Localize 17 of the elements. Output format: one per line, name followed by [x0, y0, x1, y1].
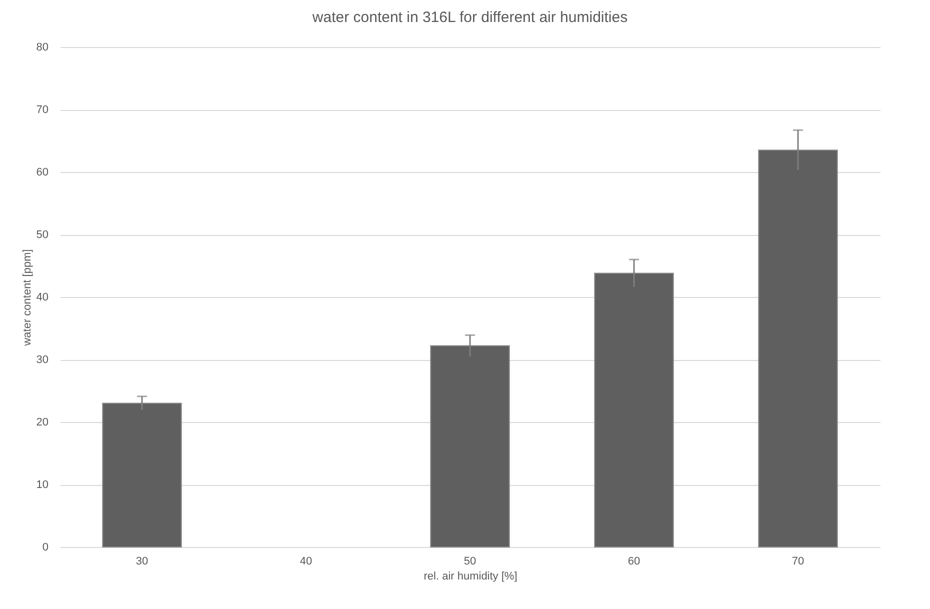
y-tick-label: 30	[36, 354, 48, 366]
x-tick-label: 70	[792, 556, 804, 568]
y-tick-label: 0	[42, 542, 48, 554]
x-tick-label: 40	[300, 556, 312, 568]
y-tick-label: 40	[36, 292, 48, 304]
chart-title: water content in 316L for different air humidities	[311, 9, 628, 26]
x-tick-label: 50	[464, 556, 476, 568]
x-axis-title: rel. air humidity [%]	[424, 570, 518, 582]
y-tick-label: 60	[36, 166, 48, 178]
y-tick-label: 50	[36, 229, 48, 241]
y-tick-label: 80	[36, 42, 48, 54]
x-tick-label: 60	[628, 556, 640, 568]
y-axis-title: water content [ppm]	[21, 249, 34, 347]
y-tick-label: 20	[36, 416, 48, 428]
y-tick-label: 70	[36, 104, 48, 116]
y-tick-label: 10	[36, 479, 48, 491]
x-tick-label: 30	[136, 556, 148, 568]
